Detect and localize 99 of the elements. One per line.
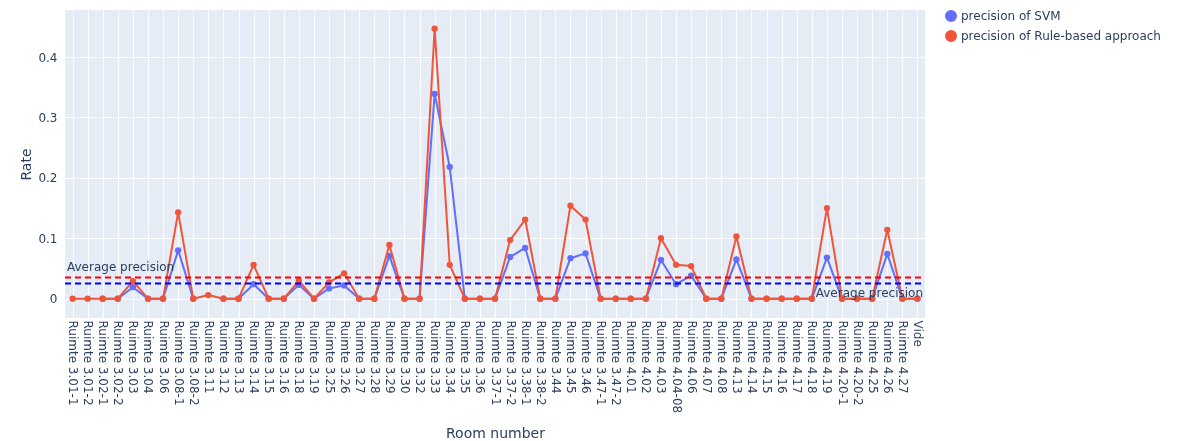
y-tick-label: 0 xyxy=(49,292,58,307)
point xyxy=(657,235,665,242)
point xyxy=(522,216,529,223)
x-tick-label: Ruimte 4.08 xyxy=(714,320,729,394)
x-tick-label: Ruimte 3.28 xyxy=(367,320,382,394)
x-tick-label: Ruimte 3.19 xyxy=(307,320,322,394)
x-tick-label: Ruimte 3.38-1 xyxy=(518,320,533,406)
point xyxy=(567,202,574,209)
x-tick-label: Ruimte 4.26 xyxy=(880,320,895,394)
x-tick-label: Ruimte 4.19 xyxy=(820,320,835,394)
x-tick-label: Ruimte 4.01 xyxy=(624,320,639,394)
point xyxy=(175,209,182,216)
x-tick-label: Ruimte 3.34 xyxy=(443,320,458,394)
x-tick-label: Ruimte 3.37-2 xyxy=(503,320,518,406)
x-tick-label: Ruimte 3.47-2 xyxy=(609,320,624,406)
x-tick-label: Ruimte 4.18 xyxy=(805,320,820,394)
point xyxy=(446,163,453,171)
x-tick-label: Ruimte 3.02-2 xyxy=(111,320,126,406)
x-tick-label: Ruimte 3.02-1 xyxy=(96,320,111,406)
point xyxy=(129,278,137,285)
x-tick-label: Ruimte 3.13 xyxy=(232,320,247,394)
point xyxy=(431,90,438,98)
point xyxy=(522,244,529,252)
x-tick-label: Ruimte 3.36 xyxy=(473,320,488,394)
x-tick-label: Ruimte 3.29 xyxy=(382,320,397,394)
x-tick-label: Ruimte 3.26 xyxy=(337,320,352,394)
x-tick-label: Ruimte 3.46 xyxy=(579,320,594,394)
point xyxy=(506,236,514,244)
point xyxy=(205,291,212,299)
legend-label: precision of Rule-based approach xyxy=(961,29,1161,43)
x-tick-label: Ruimte 3.01-2 xyxy=(81,320,96,406)
x-tick-label: Ruimte 4.17 xyxy=(790,320,805,394)
x-tick-label: Ruimte 3.44 xyxy=(548,320,563,394)
x-tick-label: Ruimte 4.06 xyxy=(684,320,699,394)
legend-label: precision of SVM xyxy=(961,9,1061,23)
x-tick-label: Ruimte 3.08-1 xyxy=(171,320,186,406)
point xyxy=(431,25,438,32)
point xyxy=(69,295,76,302)
point xyxy=(582,216,589,223)
x-tick-label: Ruimte 4.20-2 xyxy=(850,320,865,406)
x-tick-label: Ruimte 3.14 xyxy=(247,320,262,394)
x-tick-label: Ruimte 4.15 xyxy=(760,320,775,394)
x-tick-label: Ruimte 4.27 xyxy=(895,320,910,394)
point xyxy=(84,295,91,302)
x-tick-label: Ruimte 4.16 xyxy=(775,320,790,394)
point xyxy=(340,270,348,277)
x-tick-label: Ruimte 3.37-1 xyxy=(488,320,503,406)
x-tick-label: Ruimte 3.47-1 xyxy=(594,320,609,406)
point xyxy=(823,204,831,212)
x-tick-label: Ruimte 3.03 xyxy=(126,320,141,394)
x-tick-label: Ruimte 3.06 xyxy=(156,320,171,394)
point xyxy=(506,253,514,261)
x-tick-label: Ruimte 3.32 xyxy=(413,320,428,394)
x-tick-label: Ruimte 3.04 xyxy=(141,320,156,394)
y-tick-label: 0.3 xyxy=(38,111,58,125)
y-axis-title: Rate xyxy=(18,148,35,181)
x-tick-label: Ruimte 4.02 xyxy=(639,320,654,394)
point xyxy=(386,241,393,249)
point xyxy=(446,261,453,269)
x-tick-label: Ruimte 3.11 xyxy=(201,320,216,394)
point xyxy=(582,250,589,257)
x-tick-label: Ruimte 4.04-08 xyxy=(669,320,684,414)
x-tick-label: Ruimte 3.01-1 xyxy=(66,320,81,406)
x-tick-label: Ruimte 4.14 xyxy=(744,320,759,394)
point xyxy=(884,250,891,258)
point xyxy=(733,256,740,263)
point xyxy=(733,233,740,240)
x-tick-label: Ruimte 3.38-2 xyxy=(533,320,548,406)
y-tick-label: 0.1 xyxy=(38,231,58,246)
x-tick-label: Ruimte 4.13 xyxy=(729,320,744,394)
y-tick-label: 0.4 xyxy=(38,50,58,65)
x-tick-label: Ruimte 4.03 xyxy=(654,320,669,394)
x-tick-label: Ruimte 3.08-2 xyxy=(186,320,201,406)
x-tick-label: Ruimte 3.33 xyxy=(428,320,443,394)
point xyxy=(325,285,333,292)
x-tick-label: Vide xyxy=(910,320,925,347)
x-axis-title: Room number xyxy=(446,425,546,441)
x-tick-label: Ruimte 3.16 xyxy=(277,320,292,394)
x-tick-label: Ruimte 4.25 xyxy=(865,320,880,394)
x-tick-label: Ruimte 3.15 xyxy=(262,320,277,394)
point xyxy=(129,284,137,291)
x-tick-label: Ruimte 3.45 xyxy=(563,320,578,394)
point xyxy=(175,247,182,254)
x-tick-label: Ruimte 4.20-1 xyxy=(835,320,850,406)
x-tick-label: Ruimte 3.25 xyxy=(322,320,337,394)
x-tick-label: Ruimte 3.27 xyxy=(352,320,367,394)
point xyxy=(567,255,574,262)
point xyxy=(687,262,695,270)
point xyxy=(823,254,831,261)
point xyxy=(884,226,891,233)
x-tick-label: Ruimte 4.07 xyxy=(699,320,714,394)
x-tick-label: Ruimte 3.12 xyxy=(216,320,231,394)
x-tick-label: Ruimte 3.35 xyxy=(458,320,473,394)
x-tick-label: Ruimte 3.18 xyxy=(292,320,307,394)
x-tick-label: Ruimte 3.30 xyxy=(397,320,412,394)
point xyxy=(672,261,680,269)
y-tick-label: 0.2 xyxy=(38,171,58,186)
point xyxy=(250,261,257,269)
point xyxy=(657,256,665,264)
